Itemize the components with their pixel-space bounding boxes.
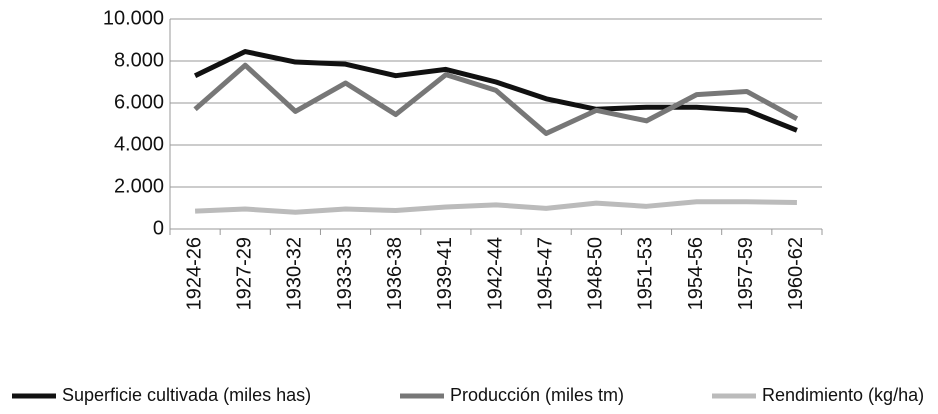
x-tick-label: 1948-50	[585, 237, 607, 310]
legend-label: Rendimiento (kg/ha)	[762, 385, 924, 405]
x-tick-label: 1939-41	[434, 237, 456, 310]
x-tick-label: 1936-38	[384, 237, 406, 310]
y-tick-label: 4.000	[114, 133, 164, 155]
x-tick-label: 1942-44	[484, 237, 506, 310]
legend-label: Producción (miles tm)	[450, 385, 624, 405]
y-tick-label: 0	[153, 217, 164, 239]
x-tick-label: 1927-29	[234, 237, 256, 310]
series-line	[193, 62, 799, 136]
x-tick-label: 1951-53	[635, 237, 657, 310]
series-line	[194, 199, 797, 215]
x-tick-label: 1960-62	[785, 237, 807, 310]
x-tick-label: 1930-32	[284, 237, 306, 310]
y-tick-label: 8.000	[114, 49, 164, 71]
x-tick-label: 1954-56	[685, 237, 707, 310]
x-tick-label: 1957-59	[735, 237, 757, 310]
x-tick-label: 1924-26	[183, 237, 205, 310]
series-line	[193, 49, 798, 133]
legend-label: Superficie cultivada (miles has)	[62, 385, 311, 405]
y-tick-label: 2.000	[114, 175, 164, 197]
x-tick-label: 1945-47	[534, 237, 556, 310]
y-tick-label: 10.000	[103, 7, 164, 29]
x-tick-label: 1933-35	[334, 237, 356, 310]
y-tick-label: 6.000	[114, 91, 164, 113]
